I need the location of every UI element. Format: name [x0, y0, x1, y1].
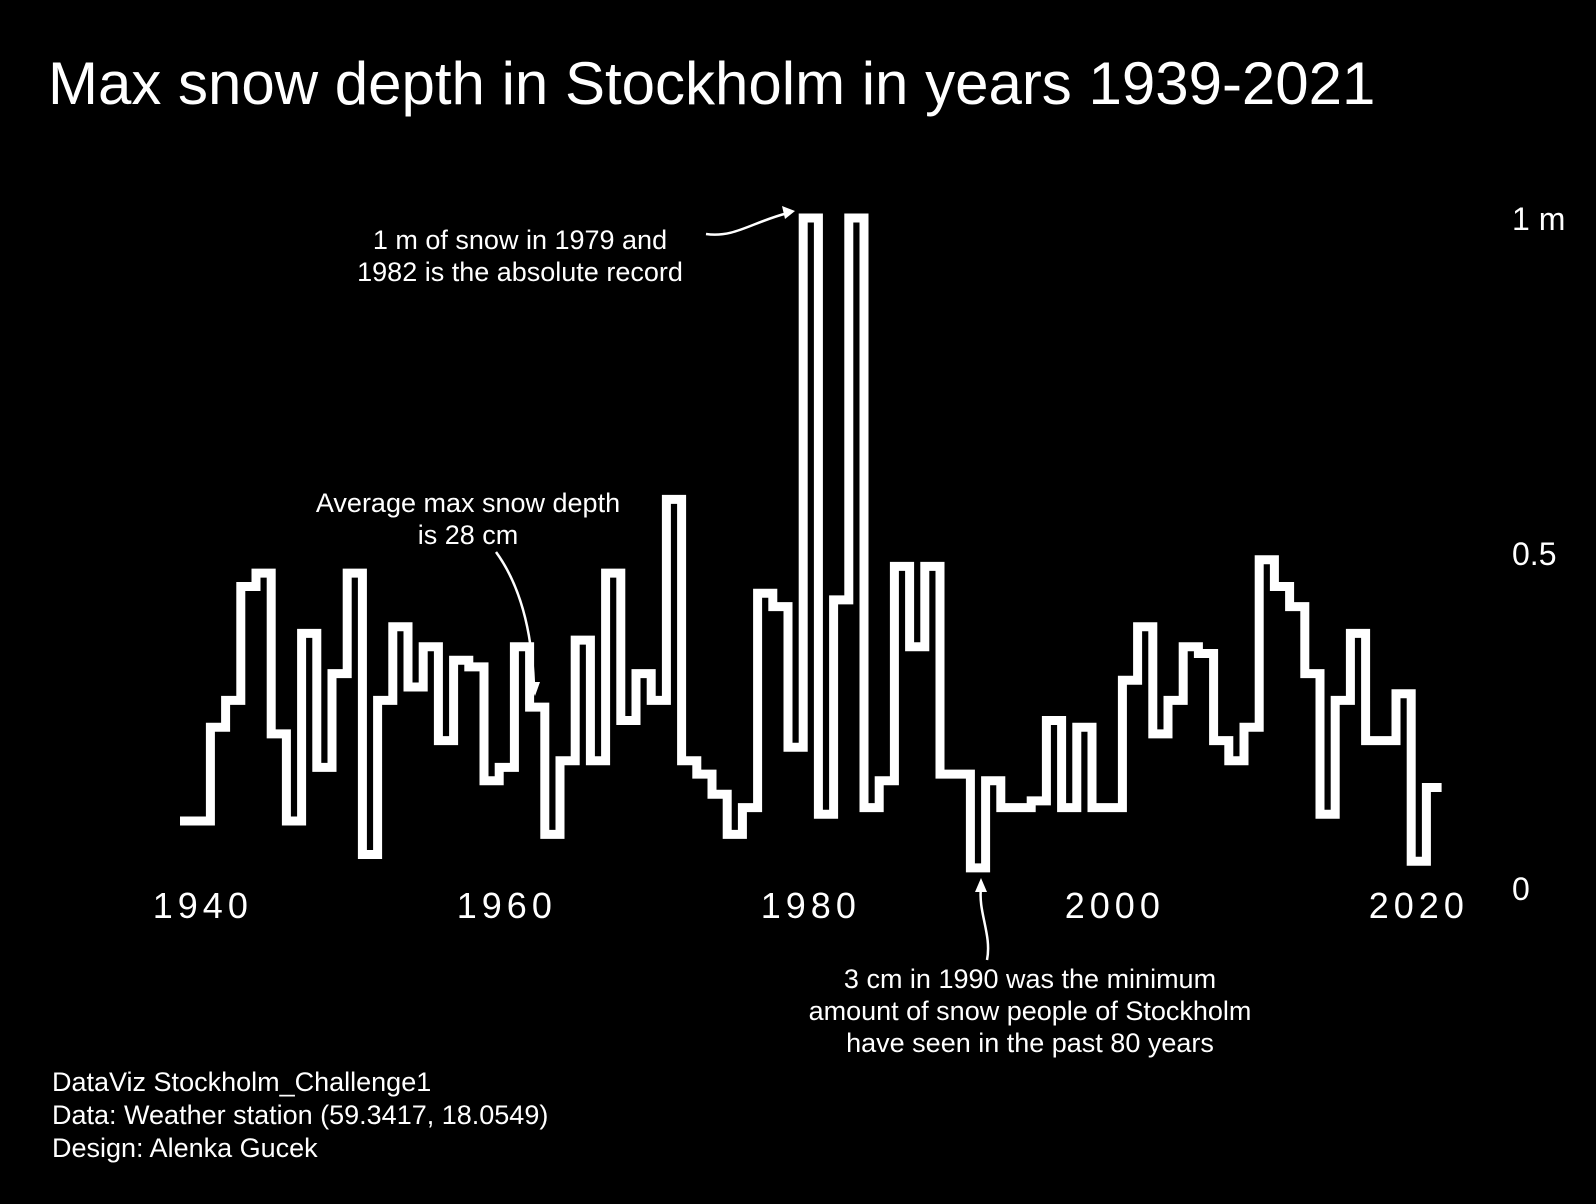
x-tick-1980: 1980 — [761, 885, 861, 926]
credit-line-1: DataViz Stockholm_Challenge1 — [52, 1067, 431, 1097]
average-annotation-line-1: Average max snow depth — [316, 488, 620, 518]
record-arrowhead — [782, 206, 795, 219]
average-arrowhead — [529, 682, 540, 696]
y-tick-0-5: 0.5 — [1512, 536, 1556, 572]
x-tick-1960: 1960 — [457, 885, 557, 926]
credit-line-3: Design: Alenka Gucek — [52, 1133, 318, 1163]
x-tick-2000: 2000 — [1065, 885, 1165, 926]
minimum-arrow — [979, 887, 990, 961]
chart-title: Max snow depth in Stockholm in years 193… — [48, 50, 1375, 117]
y-tick-0: 0 — [1512, 871, 1530, 907]
record-annotation-line-1: 1 m of snow in 1979 and — [373, 225, 667, 255]
series-layer — [180, 213, 1442, 873]
y-tick-1: 1 m — [1512, 201, 1565, 237]
minimum-annotation-line-1: 3 cm in 1990 was the minimum — [844, 964, 1216, 994]
credit-line-2: Data: Weather station (59.3417, 18.0549) — [52, 1100, 548, 1130]
minimum-annotation-line-2: amount of snow people of Stockholm — [809, 996, 1252, 1026]
y-axis-ticks: 0 0.5 1 m — [1512, 201, 1565, 907]
minimum-arrowhead — [975, 878, 987, 892]
average-arrow — [494, 551, 536, 687]
average-annotation-line-2: is 28 cm — [418, 520, 519, 550]
x-tick-1940: 1940 — [153, 885, 253, 926]
snow-depth-step-line — [180, 213, 1442, 873]
record-arrow — [705, 211, 789, 236]
x-tick-2020: 2020 — [1369, 885, 1469, 926]
x-axis-ticks: 1940 1960 1980 2000 2020 — [153, 885, 1469, 926]
minimum-annotation-line-3: have seen in the past 80 years — [846, 1028, 1214, 1058]
record-annotation-line-2: 1982 is the absolute record — [357, 257, 683, 287]
